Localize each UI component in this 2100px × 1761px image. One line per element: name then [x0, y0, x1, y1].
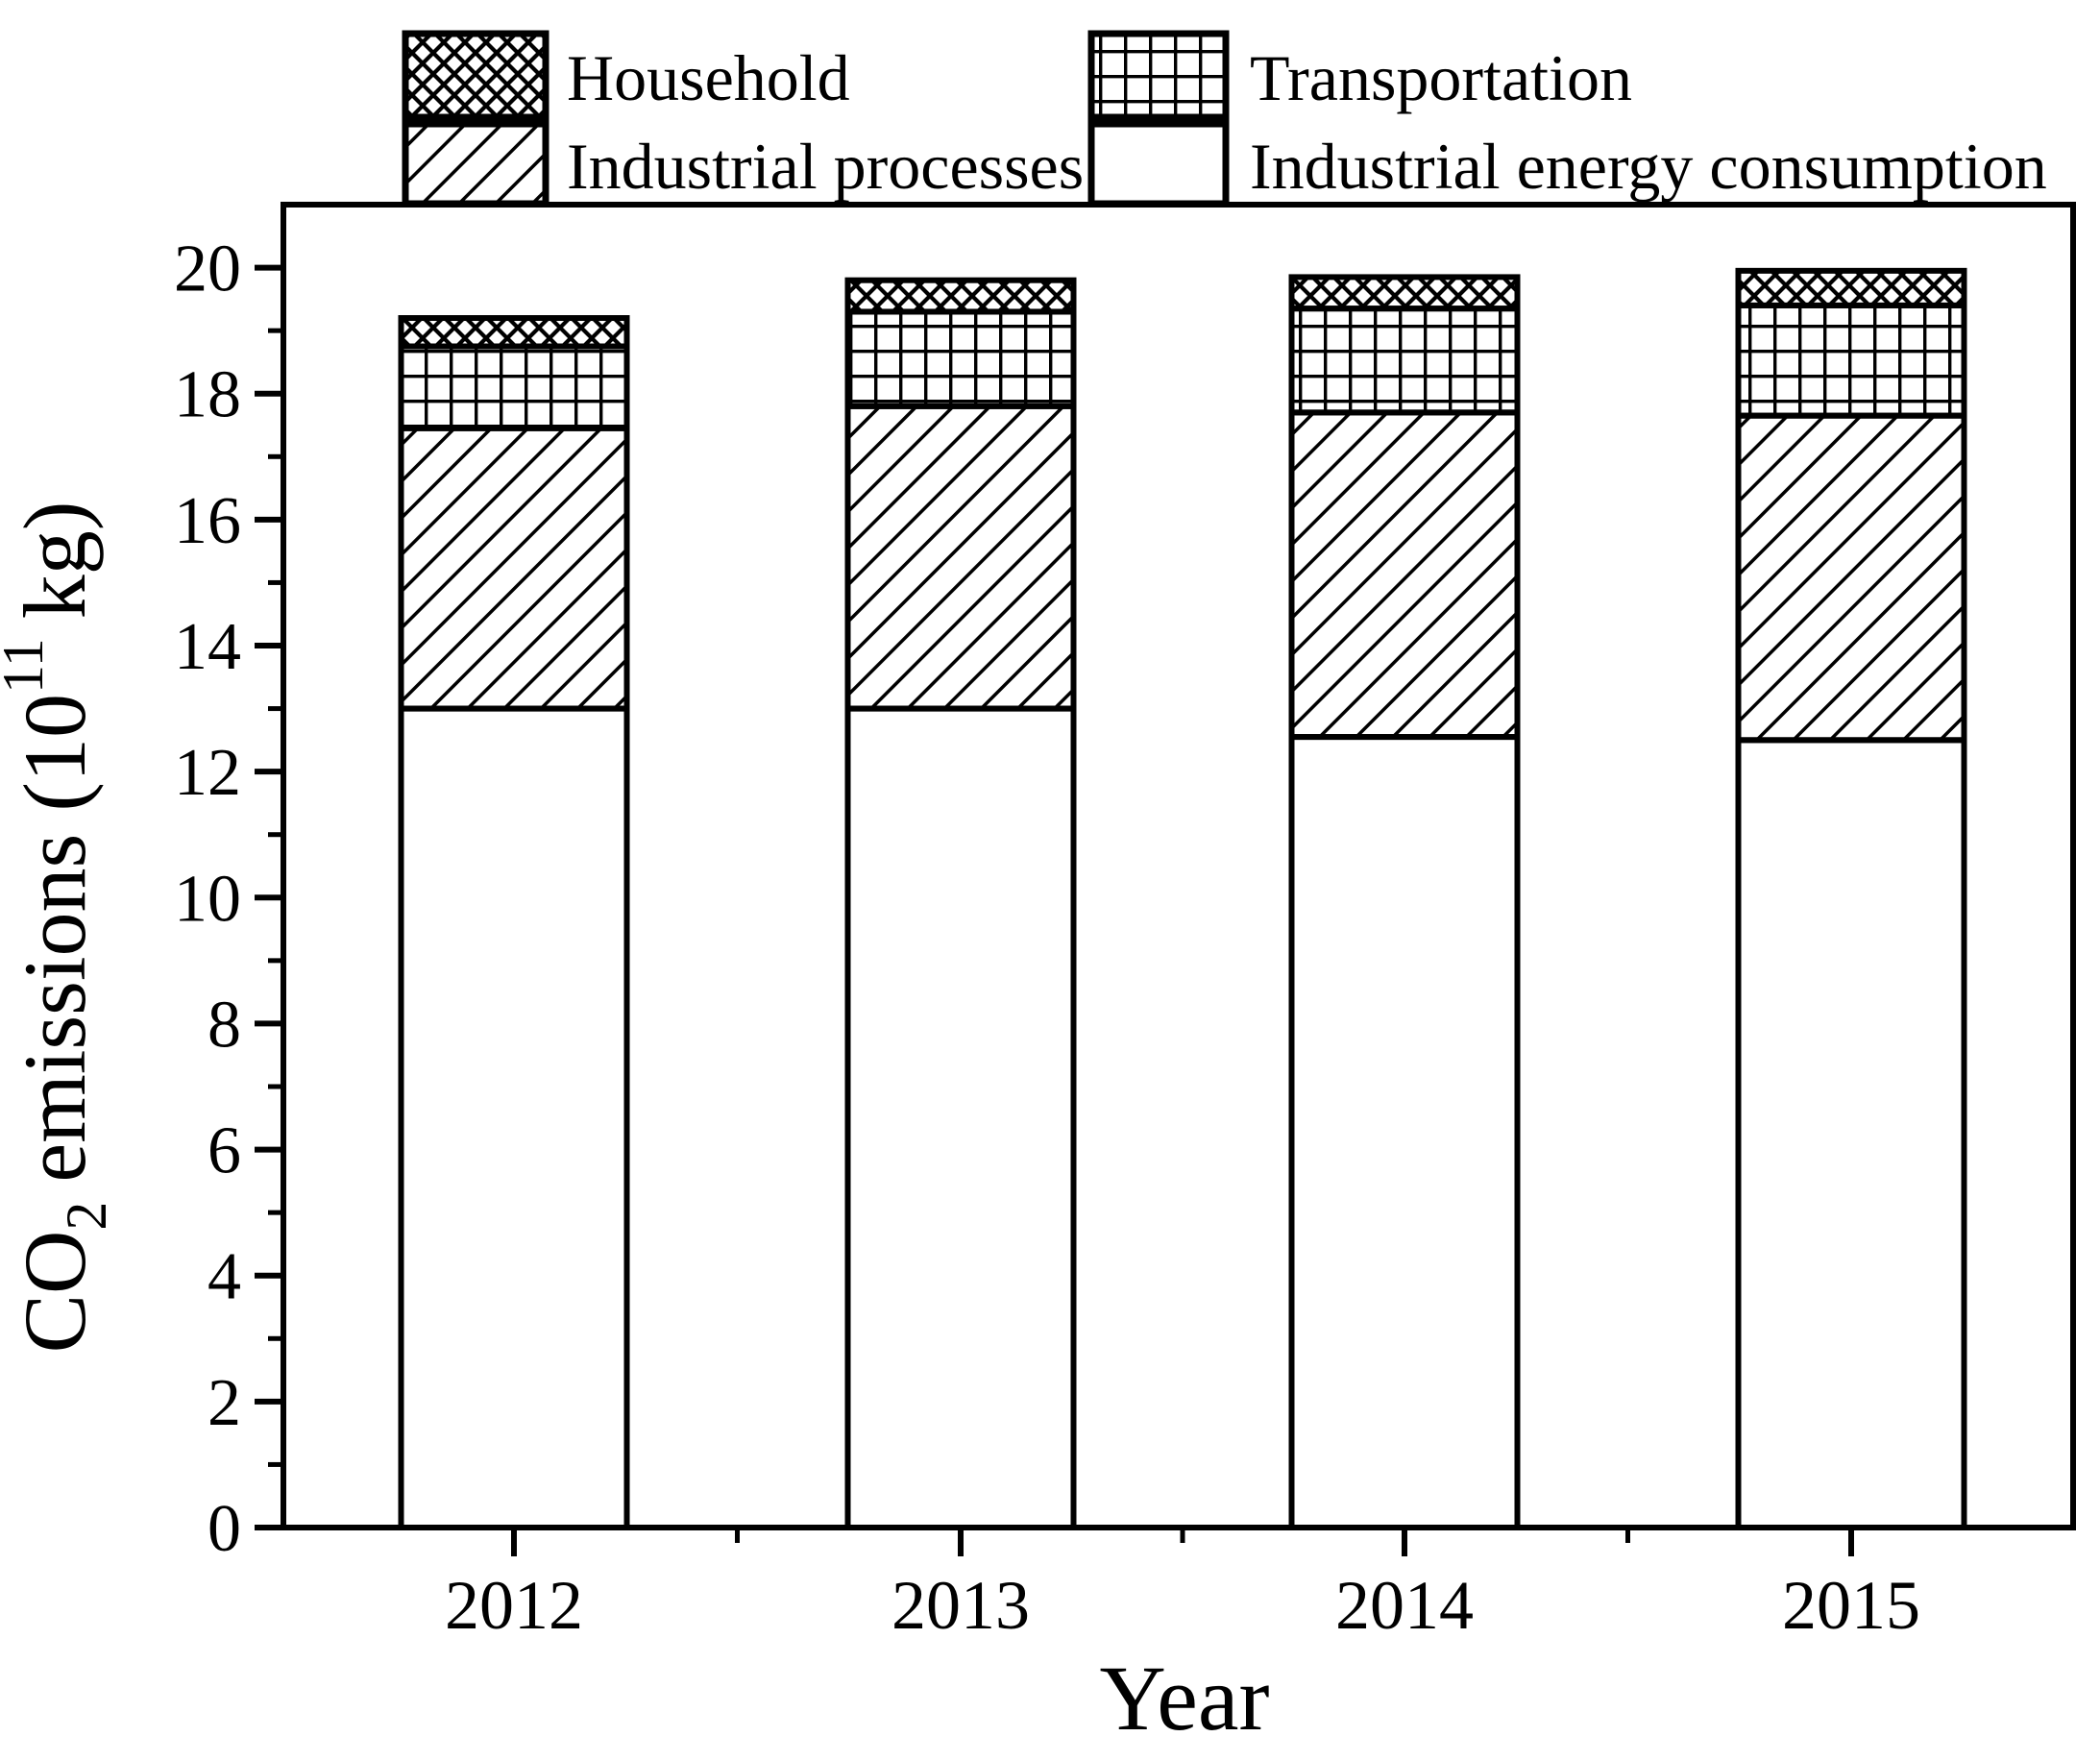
- bar-segment-diagonal: [844, 403, 1077, 712]
- legend-item: Industrial processes: [402, 120, 1084, 208]
- y-axis-tick-label: 8: [208, 988, 241, 1062]
- y-title-mid: emissions (10: [6, 694, 104, 1183]
- x-axis-tick-label: 2013: [891, 1567, 1030, 1644]
- x-axis-tick-label: 2015: [1782, 1567, 1920, 1644]
- y-axis-tick-label: 16: [174, 484, 241, 558]
- bar-segment-plain: [1735, 737, 1967, 1530]
- legend-label-household: Household: [567, 41, 850, 114]
- bar-2014: [1288, 274, 1521, 1530]
- x-axis-tick-label: 2014: [1335, 1567, 1474, 1644]
- bar-segment-plain: [1288, 734, 1521, 1530]
- y-axis-tick-label: 20: [174, 232, 241, 306]
- axis-ticks-group: 0 2 4 6 8 10 12 14 16 18 20 2012 2013 2014 2015: [174, 232, 1920, 1644]
- bar-2013: [844, 277, 1077, 1530]
- y-axis-tick-label: 2: [208, 1366, 241, 1440]
- bar-segment-plain: [398, 705, 630, 1530]
- bar-2012: [398, 315, 630, 1530]
- bar-segment-diagonal: [398, 425, 630, 712]
- y-axis-tick-label: 6: [208, 1114, 241, 1188]
- legend-swatch-industrial-energy-plain-icon: [1087, 120, 1230, 208]
- bar-segment-grid: [844, 308, 1077, 409]
- bar-segment-plain: [844, 705, 1077, 1530]
- bar-segment-crosshatch: [844, 277, 1077, 315]
- bar-segment-crosshatch: [1735, 267, 1967, 308]
- y-axis-tick-label: 14: [174, 610, 241, 684]
- bar-segment-grid: [398, 343, 630, 431]
- bar-segment-crosshatch: [1288, 274, 1521, 312]
- y-title-superscript: 11: [0, 638, 55, 694]
- bar-segment-crosshatch: [398, 315, 630, 350]
- plot-frame: [281, 202, 2076, 1530]
- legend-label-transportation: Transportation: [1250, 41, 1632, 114]
- y-title-post: kg): [6, 501, 104, 620]
- y-title-subscript: 2: [55, 1202, 118, 1231]
- y-axis-tick-label: 4: [208, 1240, 241, 1314]
- legend-item: Transportation: [1087, 30, 1632, 121]
- legend-item: Industrial energy consumption: [1087, 120, 2047, 208]
- bars-group: [398, 267, 1967, 1530]
- bar-segment-grid: [1735, 302, 1967, 419]
- legend-swatch-household-crosshatch-icon: [402, 30, 549, 121]
- legend-swatch-transportation-grid-icon: [1087, 30, 1230, 121]
- bar-segment-diagonal: [1288, 409, 1521, 741]
- legend-item: Household: [402, 30, 850, 121]
- y-axis-tick-label: 0: [208, 1492, 241, 1566]
- y-axis-tick-label: 18: [174, 358, 241, 432]
- y-axis-title: CO2 emissions (1011 kg): [0, 501, 118, 1354]
- y-axis-tick-label: 10: [174, 862, 241, 936]
- x-axis-title: Year: [1100, 1647, 1270, 1749]
- bar-segment-grid: [1288, 306, 1521, 416]
- y-axis-tick-label: 12: [174, 736, 241, 810]
- legend-swatch-industrial-processes-diagonal-icon: [402, 120, 549, 208]
- x-axis-tick-label: 2012: [445, 1567, 583, 1644]
- legend-label-industrial-energy: Industrial energy consumption: [1250, 130, 2047, 203]
- bar-segment-diagonal: [1735, 412, 1967, 744]
- legend: Household Transportation Industrial proc…: [402, 30, 2047, 208]
- legend-label-industrial-processes: Industrial processes: [567, 130, 1084, 203]
- y-title-pre: CO: [6, 1231, 104, 1354]
- bar-2015: [1735, 267, 1967, 1530]
